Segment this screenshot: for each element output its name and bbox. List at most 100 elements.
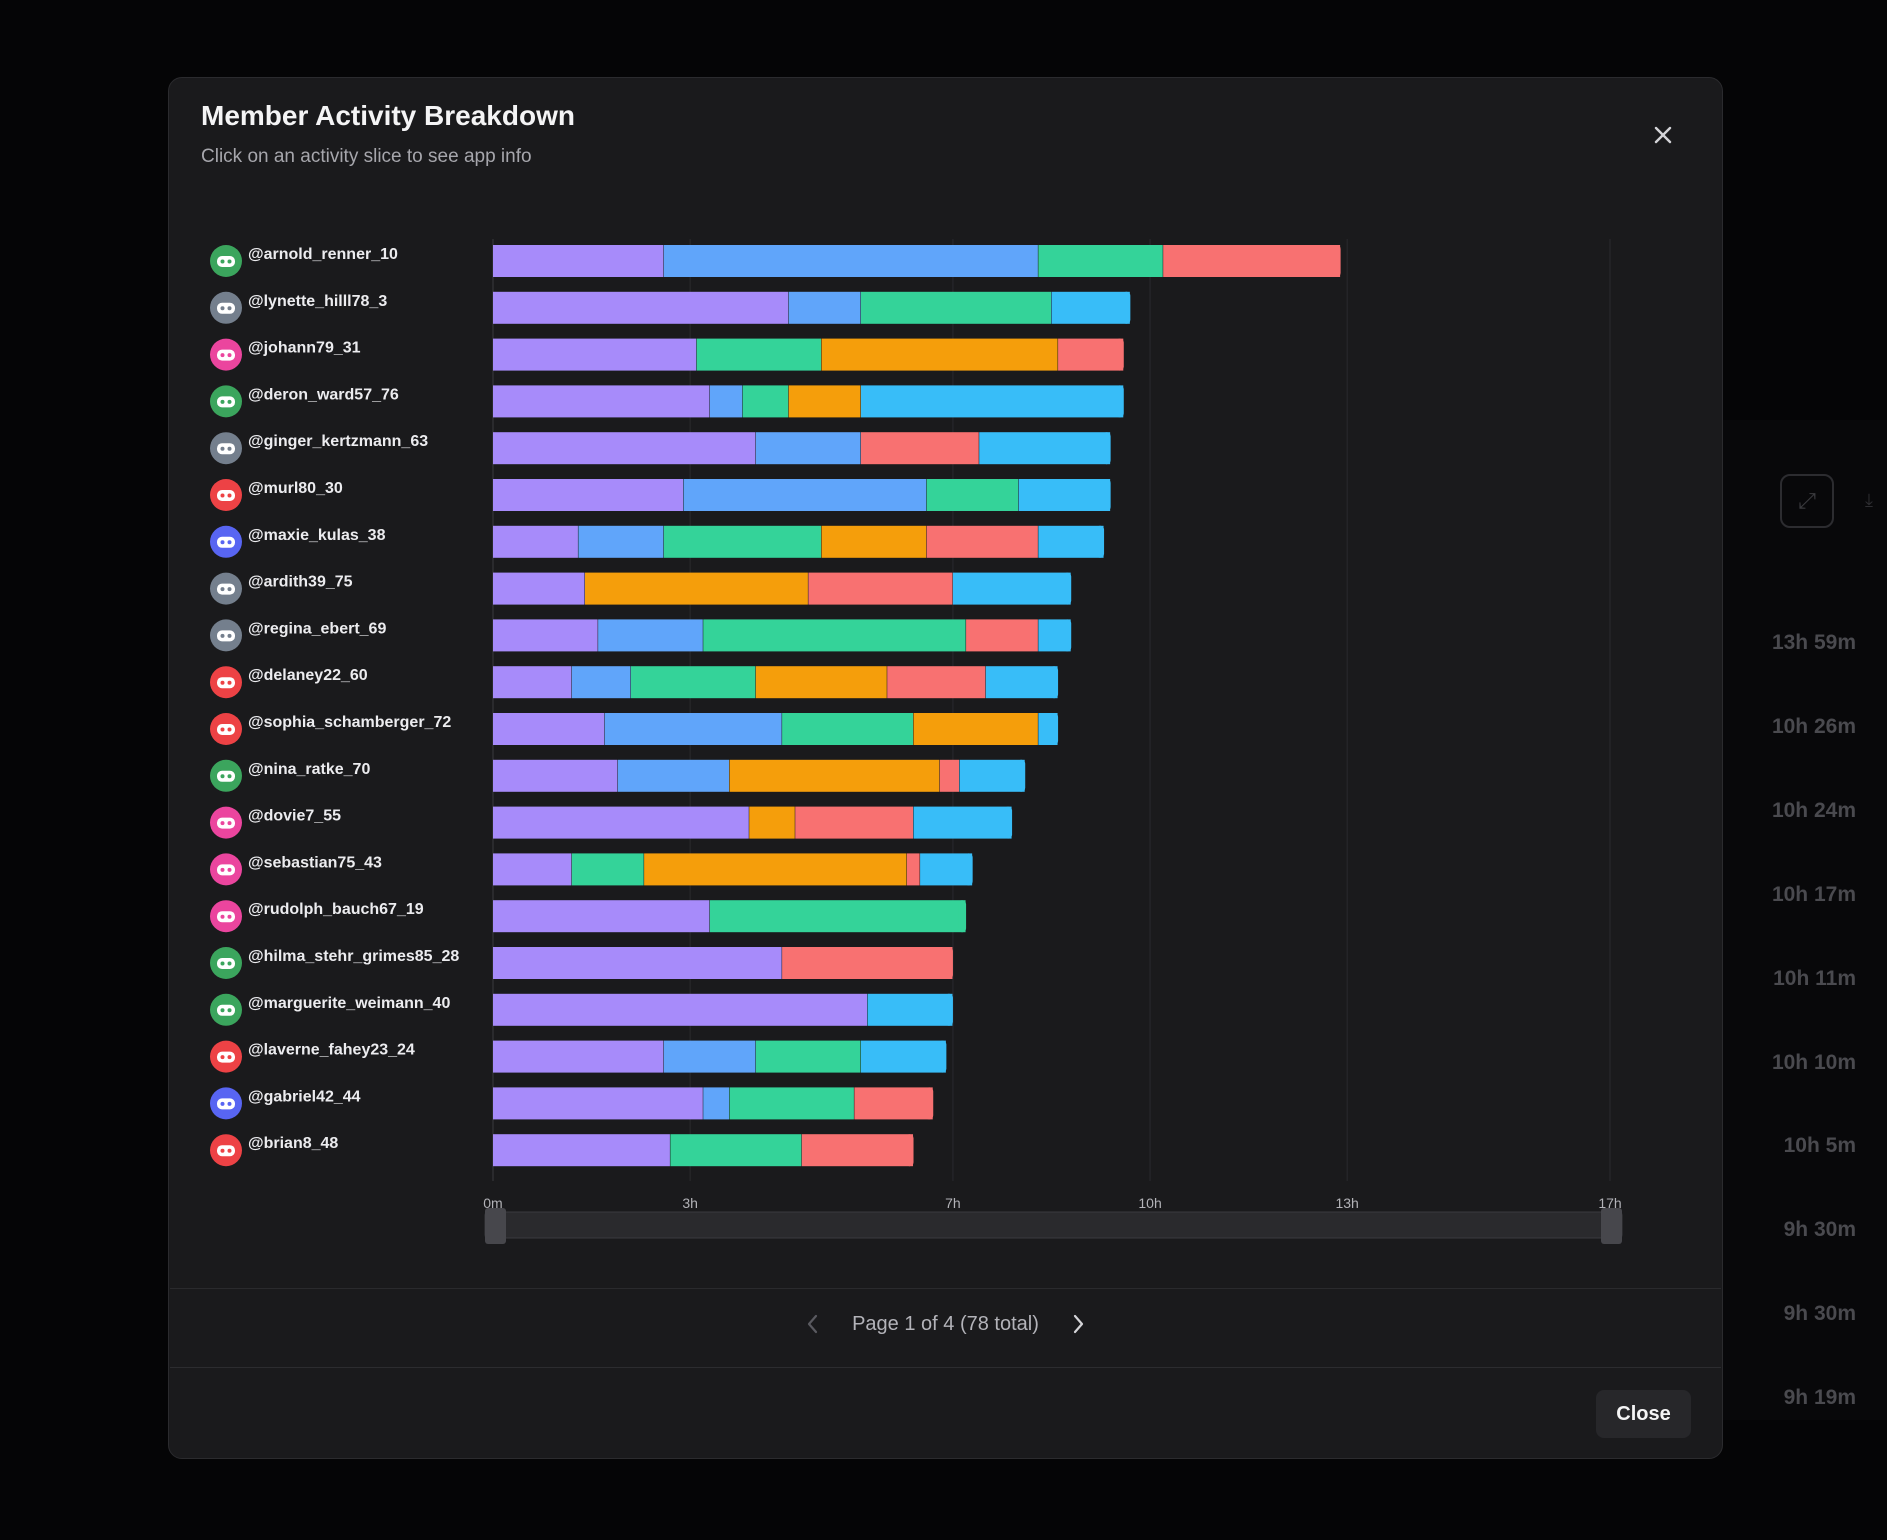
activity-slice[interactable] — [788, 385, 861, 418]
activity-slice[interactable] — [749, 806, 795, 839]
member-name-label[interactable]: @ardith39_75 — [248, 574, 353, 591]
activity-slice[interactable] — [926, 525, 1038, 558]
activity-slice[interactable] — [493, 385, 710, 418]
activity-slice[interactable] — [801, 1134, 914, 1167]
member-name-label[interactable]: @arnold_renner_10 — [248, 246, 398, 263]
activity-slice[interactable] — [1018, 479, 1111, 511]
activity-slice[interactable] — [939, 759, 960, 792]
member-name-label[interactable]: @nina_ratke_70 — [248, 761, 370, 778]
activity-slice[interactable] — [493, 338, 697, 371]
activity-slice[interactable] — [788, 291, 861, 324]
activity-slice[interactable] — [663, 525, 822, 558]
activity-slice[interactable] — [493, 572, 585, 605]
activity-slice[interactable] — [493, 432, 756, 465]
activity-slice[interactable] — [854, 1087, 933, 1120]
close-icon[interactable] — [1648, 120, 1678, 150]
activity-slice[interactable] — [821, 338, 1058, 371]
activity-slice[interactable] — [493, 479, 684, 511]
activity-slice[interactable] — [630, 666, 756, 699]
activity-slice[interactable] — [709, 385, 743, 418]
activity-slice[interactable] — [493, 947, 782, 979]
member-name-label[interactable]: @brian8_48 — [248, 1135, 338, 1152]
activity-slice[interactable] — [920, 853, 973, 886]
activity-slice[interactable] — [860, 291, 1051, 324]
activity-slice[interactable] — [952, 572, 1071, 605]
range-slider-track[interactable] — [484, 1211, 1623, 1239]
activity-slice[interactable] — [795, 806, 914, 839]
activity-slice[interactable] — [913, 713, 1038, 745]
member-name-label[interactable]: @maxie_kulas_38 — [248, 527, 386, 544]
activity-slice[interactable] — [578, 525, 664, 558]
activity-slice[interactable] — [584, 572, 808, 605]
activity-slice[interactable] — [493, 806, 749, 839]
member-name-label[interactable]: @hilma_stehr_grimes85_28 — [248, 948, 459, 965]
member-name-label[interactable]: @rudolph_bauch67_19 — [248, 901, 424, 918]
next-page-button[interactable] — [1063, 1309, 1093, 1339]
activity-slice[interactable] — [979, 432, 1111, 465]
activity-slice[interactable] — [493, 666, 572, 699]
activity-slice[interactable] — [493, 1134, 670, 1167]
range-slider-start-handle[interactable] — [485, 1208, 506, 1244]
close-button[interactable]: Close — [1596, 1390, 1691, 1438]
activity-slice[interactable] — [755, 1040, 861, 1073]
activity-slice[interactable] — [959, 759, 1025, 792]
range-slider-end-handle[interactable] — [1601, 1208, 1622, 1244]
member-name-label[interactable]: @lynette_hilll78_3 — [248, 293, 387, 310]
activity-slice[interactable] — [493, 525, 578, 558]
member-name-label[interactable]: @deron_ward57_76 — [248, 386, 399, 403]
member-name-label[interactable]: @murl80_30 — [248, 480, 343, 497]
activity-slice[interactable] — [493, 245, 664, 277]
activity-slice[interactable] — [860, 432, 979, 465]
activity-slice[interactable] — [887, 666, 986, 699]
member-name-label[interactable]: @regina_ebert_69 — [248, 620, 386, 637]
activity-slice[interactable] — [604, 713, 782, 745]
activity-slice[interactable] — [571, 853, 644, 886]
activity-slice[interactable] — [493, 853, 572, 886]
activity-slice[interactable] — [493, 1087, 703, 1120]
activity-slice[interactable] — [703, 1087, 730, 1120]
activity-slice[interactable] — [867, 993, 953, 1026]
activity-slice[interactable] — [926, 479, 1019, 511]
activity-slice[interactable] — [808, 572, 953, 605]
activity-slice[interactable] — [1038, 525, 1104, 558]
activity-slice[interactable] — [696, 338, 822, 371]
activity-slice[interactable] — [1163, 245, 1341, 277]
activity-slice[interactable] — [755, 666, 887, 699]
activity-slice[interactable] — [670, 1134, 802, 1167]
member-name-label[interactable]: @laverne_fahey23_24 — [248, 1042, 415, 1059]
activity-slice[interactable] — [617, 759, 730, 792]
member-name-label[interactable]: @delaney22_60 — [248, 667, 368, 684]
activity-slice[interactable] — [913, 806, 1012, 839]
activity-slice[interactable] — [493, 759, 618, 792]
activity-slice[interactable] — [493, 900, 710, 933]
activity-slice[interactable] — [493, 713, 605, 745]
activity-slice[interactable] — [683, 479, 927, 511]
activity-slice[interactable] — [1051, 291, 1130, 324]
activity-slice[interactable] — [821, 525, 927, 558]
activity-slice[interactable] — [1058, 338, 1124, 371]
activity-slice[interactable] — [598, 619, 703, 652]
activity-slice[interactable] — [782, 947, 953, 979]
activity-slice[interactable] — [709, 900, 966, 933]
activity-slice[interactable] — [1038, 245, 1163, 277]
activity-slice[interactable] — [985, 666, 1058, 699]
activity-slice[interactable] — [755, 432, 861, 465]
member-name-label[interactable]: @dovie7_55 — [248, 808, 341, 825]
activity-slice[interactable] — [729, 1087, 854, 1120]
previous-page-button[interactable] — [798, 1309, 828, 1339]
activity-slice[interactable] — [966, 619, 1038, 652]
member-name-label[interactable]: @ginger_kertzmann_63 — [248, 433, 428, 450]
member-name-label[interactable]: @gabriel42_44 — [248, 1088, 361, 1105]
activity-slice[interactable] — [493, 619, 598, 652]
activity-slice[interactable] — [493, 1040, 664, 1073]
member-name-label[interactable]: @marguerite_weimann_40 — [248, 995, 450, 1012]
activity-slice[interactable] — [860, 1040, 946, 1073]
activity-slice[interactable] — [906, 853, 920, 886]
activity-slice[interactable] — [860, 385, 1124, 418]
activity-slice[interactable] — [729, 759, 940, 792]
activity-slice[interactable] — [663, 1040, 756, 1073]
activity-slice[interactable] — [571, 666, 631, 699]
activity-slice[interactable] — [703, 619, 966, 652]
activity-slice[interactable] — [663, 245, 1038, 277]
activity-slice[interactable] — [742, 385, 789, 418]
